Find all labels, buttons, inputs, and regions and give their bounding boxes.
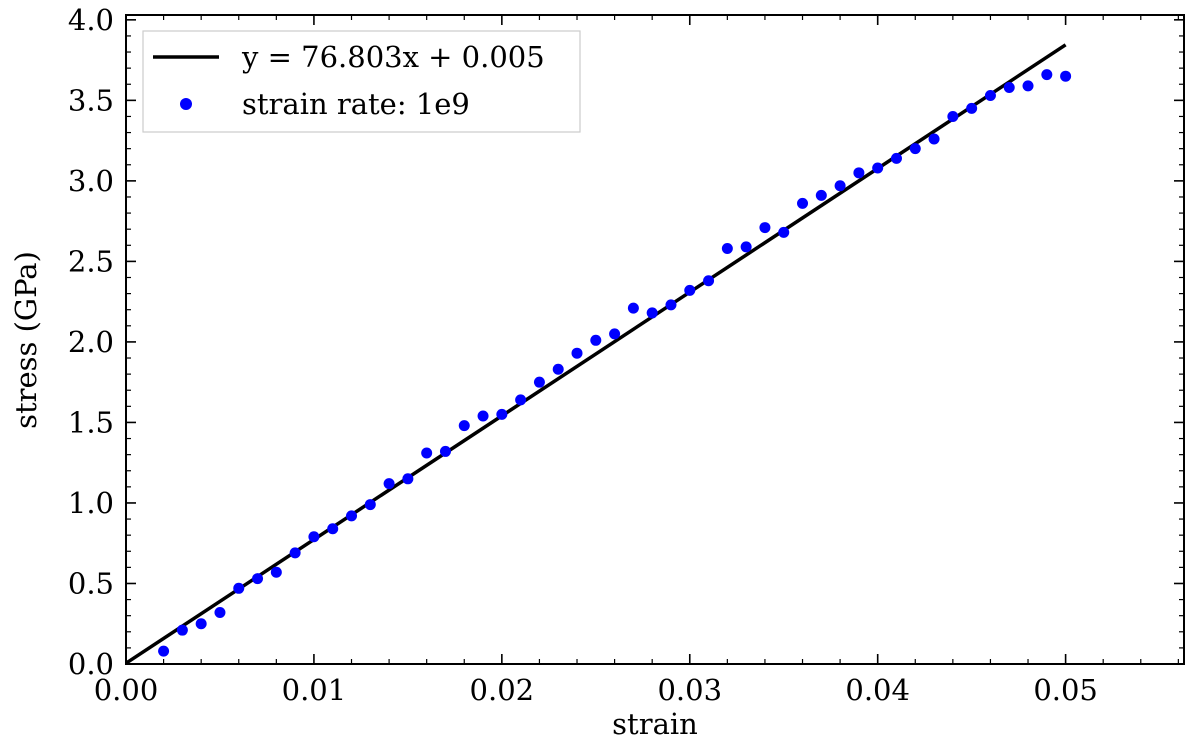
data-point [1003, 81, 1015, 93]
data-point [383, 478, 395, 490]
data-point [590, 334, 602, 346]
data-point [778, 226, 790, 238]
y-tick-label: 3.0 [68, 164, 114, 198]
legend-label-data: strain rate: 1e9 [242, 87, 470, 121]
y-tick-label: 4.0 [68, 3, 114, 37]
data-point [815, 189, 827, 201]
data-point [853, 167, 865, 179]
data-point [1022, 80, 1034, 92]
data-point [1060, 70, 1072, 82]
x-tick-label: 0.03 [657, 673, 722, 707]
data-point [797, 197, 809, 209]
y-tick-label: 1.5 [68, 405, 114, 439]
data-point [627, 302, 639, 314]
y-tick-label: 2.5 [68, 244, 114, 278]
legend-dot-swatch [180, 98, 192, 110]
data-point [346, 510, 358, 522]
data-point [402, 473, 414, 485]
x-tick-label: 0.00 [94, 673, 159, 707]
data-point [327, 523, 339, 535]
data-point [515, 394, 527, 406]
data-point [890, 152, 902, 164]
data-point [721, 243, 733, 255]
x-tick-label: 0.01 [282, 673, 347, 707]
data-point [759, 222, 771, 234]
data-point [947, 110, 959, 122]
data-point [928, 133, 940, 145]
y-axis-label: stress (GPa) [9, 251, 43, 429]
data-point [984, 90, 996, 102]
y-tick-label: 2.0 [68, 325, 114, 359]
x-axis-label: strain [612, 707, 698, 741]
data-point [1041, 69, 1053, 81]
axis-ticks: 0.00 0.01 0.02 0.03 0.04 0.05 0.0 0.5 1.0 1.5 2.0 2… [68, 3, 1184, 707]
y-tick-label: 0.0 [68, 647, 114, 681]
data-point [966, 102, 978, 114]
legend-box [142, 30, 581, 133]
data-point [439, 445, 451, 457]
fit-line [125, 43, 1067, 665]
data-point [233, 582, 245, 594]
data-point [364, 499, 376, 511]
x-tick-label: 0.05 [1033, 673, 1098, 707]
data-point [571, 347, 583, 359]
data-point [609, 328, 621, 340]
data-point [646, 307, 658, 319]
data-point [552, 363, 564, 375]
data-point [533, 376, 545, 388]
data-point [270, 566, 282, 578]
y-tick-label: 3.5 [68, 83, 114, 117]
plot-frame [125, 14, 1185, 665]
data-point [477, 410, 489, 422]
legend-label-fit: y = 76.803x + 0.005 [241, 40, 545, 74]
fit-line-layer [125, 43, 1067, 665]
x-tick-label: 0.02 [470, 673, 535, 707]
y-tick-label: 0.5 [68, 566, 114, 600]
data-point [308, 531, 320, 543]
data-point [289, 547, 301, 559]
y-tick-label: 1.0 [68, 486, 114, 520]
scatter-points-layer [158, 69, 1072, 657]
data-point [834, 180, 846, 192]
data-point [872, 162, 884, 174]
data-point [214, 606, 226, 618]
x-tick-label: 0.04 [845, 673, 910, 707]
legend: y = 76.803x + 0.005 strain rate: 1e9 [142, 30, 581, 133]
data-point [158, 645, 170, 657]
data-point [740, 241, 752, 253]
data-point [684, 284, 696, 296]
data-point [496, 408, 508, 420]
data-point [176, 624, 188, 636]
data-point [458, 420, 470, 432]
data-point [665, 299, 677, 311]
data-point [421, 447, 433, 459]
data-point [195, 618, 207, 630]
data-point [252, 573, 264, 585]
data-point [703, 275, 715, 287]
data-point [909, 143, 921, 155]
